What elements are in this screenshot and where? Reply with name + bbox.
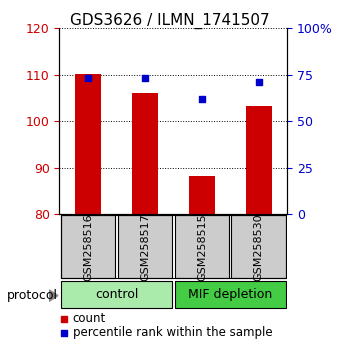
Text: MIF depletion: MIF depletion (188, 288, 272, 301)
Bar (61, 216, 115, 278)
Bar (61, 281, 172, 308)
Bar (232, 216, 286, 278)
Bar (246, 106, 272, 214)
Text: count: count (73, 312, 106, 325)
Text: control: control (95, 288, 138, 301)
Text: GSM258530: GSM258530 (254, 213, 264, 281)
Text: GDS3626 / ILMN_1741507: GDS3626 / ILMN_1741507 (70, 12, 270, 29)
Point (199, 96, 205, 102)
Point (142, 76, 148, 81)
Bar (132, 93, 158, 214)
Text: GSM258515: GSM258515 (197, 213, 207, 281)
Point (61, 316, 67, 321)
Bar (174, 216, 229, 278)
Bar (189, 176, 215, 214)
Point (85, 76, 91, 81)
Point (61, 330, 67, 336)
Polygon shape (49, 290, 58, 301)
Text: GSM258516: GSM258516 (83, 213, 93, 281)
Bar (174, 281, 286, 308)
Point (256, 79, 261, 85)
Bar (75, 74, 101, 214)
Text: protocol: protocol (7, 289, 58, 302)
Text: percentile rank within the sample: percentile rank within the sample (73, 326, 272, 339)
Text: GSM258517: GSM258517 (140, 213, 150, 281)
Bar (118, 216, 172, 278)
